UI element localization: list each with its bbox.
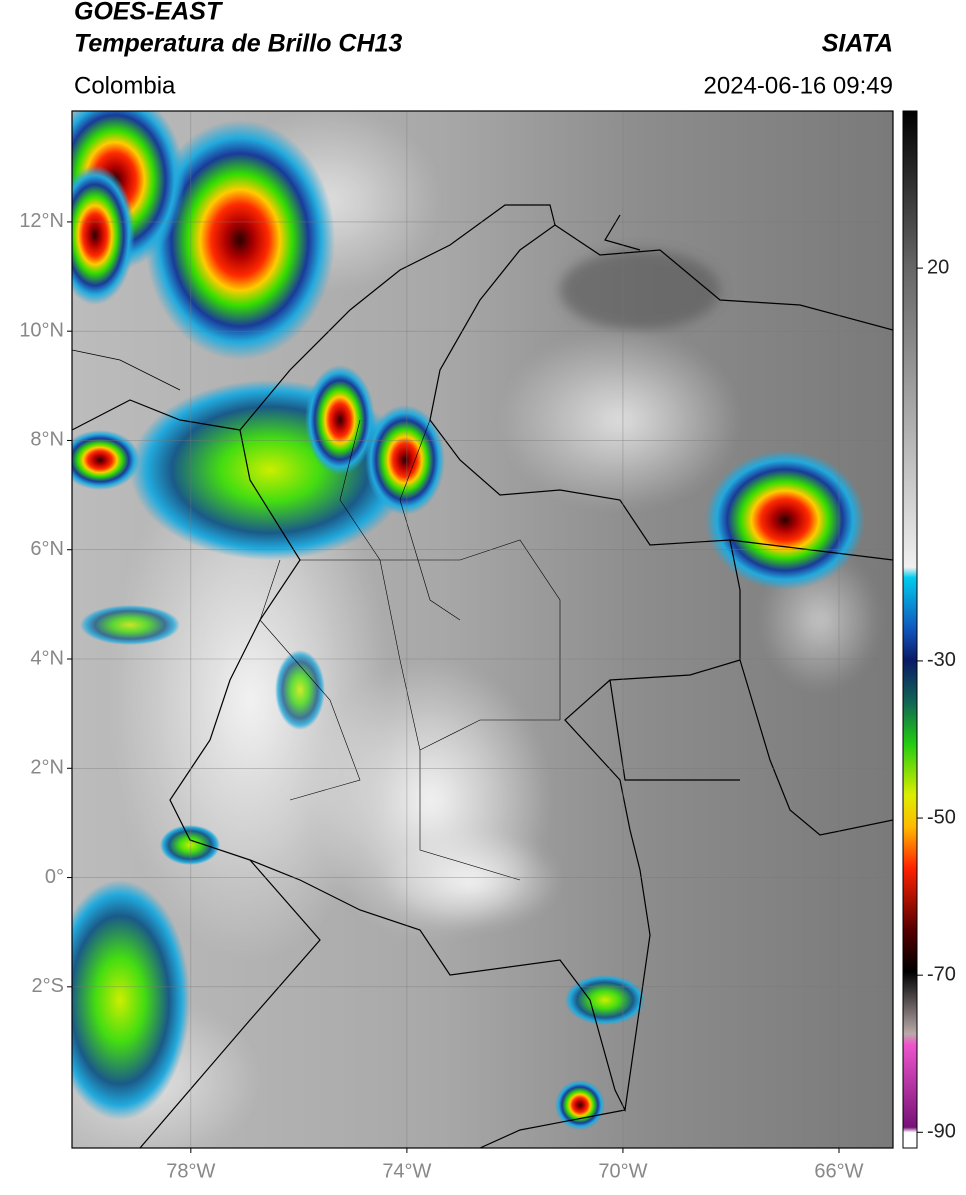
source-title: GOES-EAST xyxy=(74,0,224,26)
colorbar-tick-label: -90 xyxy=(927,1121,956,1143)
lon-tick-label: 70°W xyxy=(598,1160,647,1182)
colorbar xyxy=(902,110,918,1149)
colorbar-tick-label: -70 xyxy=(927,963,956,985)
colorbar-tick-label: -50 xyxy=(927,806,956,828)
lat-tick-label: 8°N xyxy=(30,429,64,451)
lon-tick-label: 78°W xyxy=(166,1160,215,1182)
agency: SIATA xyxy=(822,30,893,58)
lat-tick-label: 10°N xyxy=(19,319,64,341)
datetime: 2024-06-16 09:49 xyxy=(704,72,894,99)
lon-tick-label: 74°W xyxy=(382,1160,431,1182)
lon-tick-label: 66°W xyxy=(814,1160,863,1182)
lat-tick-label: 2°S xyxy=(32,975,64,997)
colorbar-ticks: 20 -30 -50 -70 -90 xyxy=(917,256,956,1143)
satellite-image xyxy=(72,111,893,1148)
lat-tick-label: 4°N xyxy=(30,647,64,669)
colorbar-tick-label: -30 xyxy=(927,649,956,671)
region: Colombia xyxy=(74,72,176,99)
graticule: 12°N 10°N 8°N 6°N 4°N 2°N 0° 2°S 78°W 74°W 70°W 66°… xyxy=(19,111,893,1182)
lat-tick-label: 12°N xyxy=(19,210,64,232)
lat-tick-label: 2°N xyxy=(30,757,64,779)
lat-tick-label: 0° xyxy=(45,866,64,888)
map-frame xyxy=(71,110,894,1149)
colorbar-tick-label: 20 xyxy=(927,256,949,278)
lat-tick-label: 6°N xyxy=(30,538,64,560)
product-title: Temperatura de Brillo CH13 xyxy=(74,30,402,58)
